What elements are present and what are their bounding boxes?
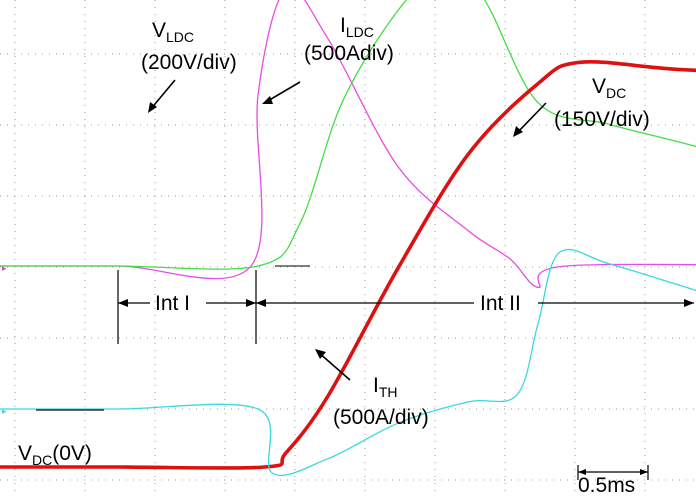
annotations: VLDC (200V/div) ILDC (500Adiv) VDC (150V… xyxy=(2,14,694,496)
vdc-scale: (150V/div) xyxy=(554,108,650,131)
ith-arrow xyxy=(317,351,351,381)
vldc-label: VLDC xyxy=(152,19,194,45)
vdc-zero-label: VDC(0V) xyxy=(18,442,92,468)
vdc-label: VDC xyxy=(592,75,626,101)
ith-scale: (500A/div) xyxy=(333,406,429,429)
trace-ith xyxy=(0,248,696,477)
int2-label: Int II xyxy=(480,292,521,315)
vldc-scale: (200V/div) xyxy=(141,51,237,74)
ch-ref-marker: ▸ xyxy=(2,263,7,273)
trace-vdc xyxy=(0,60,696,470)
int1-label: Int I xyxy=(155,292,190,315)
trace-ildc xyxy=(0,0,696,270)
traces xyxy=(0,0,696,477)
trace-vldc xyxy=(0,0,696,288)
ildc-arrow xyxy=(265,81,301,103)
ch-ref-marker-ith: ▸ xyxy=(2,406,7,416)
vdc-arrow xyxy=(515,102,547,135)
ildc-scale: (500Adiv) xyxy=(304,42,394,65)
ildc-label: ILDC xyxy=(340,14,374,40)
scale-bar-label: 0.5ms xyxy=(578,474,635,496)
ith-label: ITH xyxy=(373,374,398,400)
